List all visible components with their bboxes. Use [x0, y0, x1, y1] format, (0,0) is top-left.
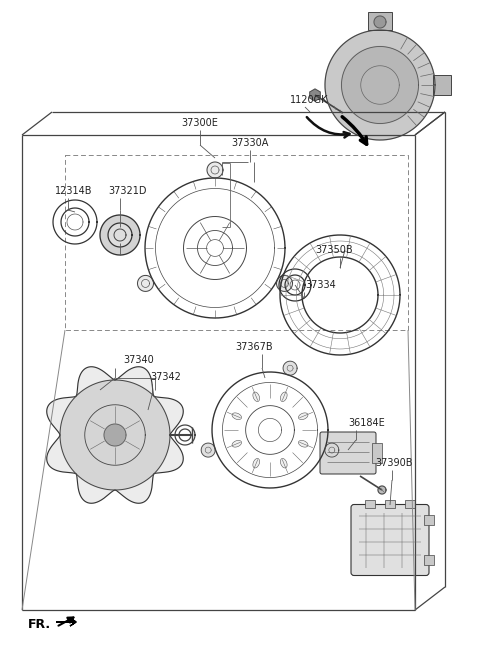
Ellipse shape — [232, 413, 241, 420]
Polygon shape — [378, 486, 386, 494]
Polygon shape — [276, 276, 292, 291]
Polygon shape — [207, 162, 223, 178]
FancyBboxPatch shape — [320, 432, 376, 474]
Text: 37340: 37340 — [123, 355, 154, 365]
Ellipse shape — [299, 413, 308, 420]
Polygon shape — [341, 47, 419, 123]
Text: 37300E: 37300E — [181, 118, 218, 128]
Bar — [365, 499, 375, 508]
Polygon shape — [60, 380, 170, 490]
Text: 37342: 37342 — [150, 372, 181, 382]
Text: FR.: FR. — [28, 619, 51, 632]
Ellipse shape — [253, 459, 260, 468]
Bar — [405, 499, 415, 508]
Ellipse shape — [280, 392, 287, 401]
Bar — [424, 555, 434, 565]
Bar — [424, 515, 434, 525]
Text: 12314B: 12314B — [55, 186, 93, 196]
Polygon shape — [310, 89, 320, 101]
FancyBboxPatch shape — [351, 504, 429, 575]
Polygon shape — [283, 361, 297, 375]
Polygon shape — [201, 443, 215, 457]
Text: 37334: 37334 — [305, 280, 336, 290]
Ellipse shape — [299, 440, 308, 447]
Polygon shape — [47, 367, 183, 503]
Bar — [368, 12, 392, 30]
Bar — [372, 443, 382, 463]
Bar — [433, 75, 451, 95]
Text: 37390B: 37390B — [375, 458, 412, 468]
Ellipse shape — [280, 459, 287, 468]
Polygon shape — [325, 30, 435, 140]
Polygon shape — [104, 424, 126, 446]
Polygon shape — [325, 443, 339, 457]
Bar — [385, 499, 395, 508]
Polygon shape — [108, 223, 132, 247]
Polygon shape — [100, 215, 140, 255]
Text: 37367B: 37367B — [235, 342, 273, 352]
Text: 37350B: 37350B — [315, 245, 353, 255]
Ellipse shape — [232, 440, 241, 447]
Polygon shape — [374, 16, 386, 28]
Polygon shape — [56, 618, 76, 626]
Text: 36184E: 36184E — [348, 418, 385, 428]
Text: 37321D: 37321D — [108, 186, 146, 196]
Text: 1120GK: 1120GK — [290, 95, 328, 105]
Text: 37330A: 37330A — [231, 138, 269, 148]
Ellipse shape — [253, 392, 260, 401]
Polygon shape — [137, 276, 154, 291]
